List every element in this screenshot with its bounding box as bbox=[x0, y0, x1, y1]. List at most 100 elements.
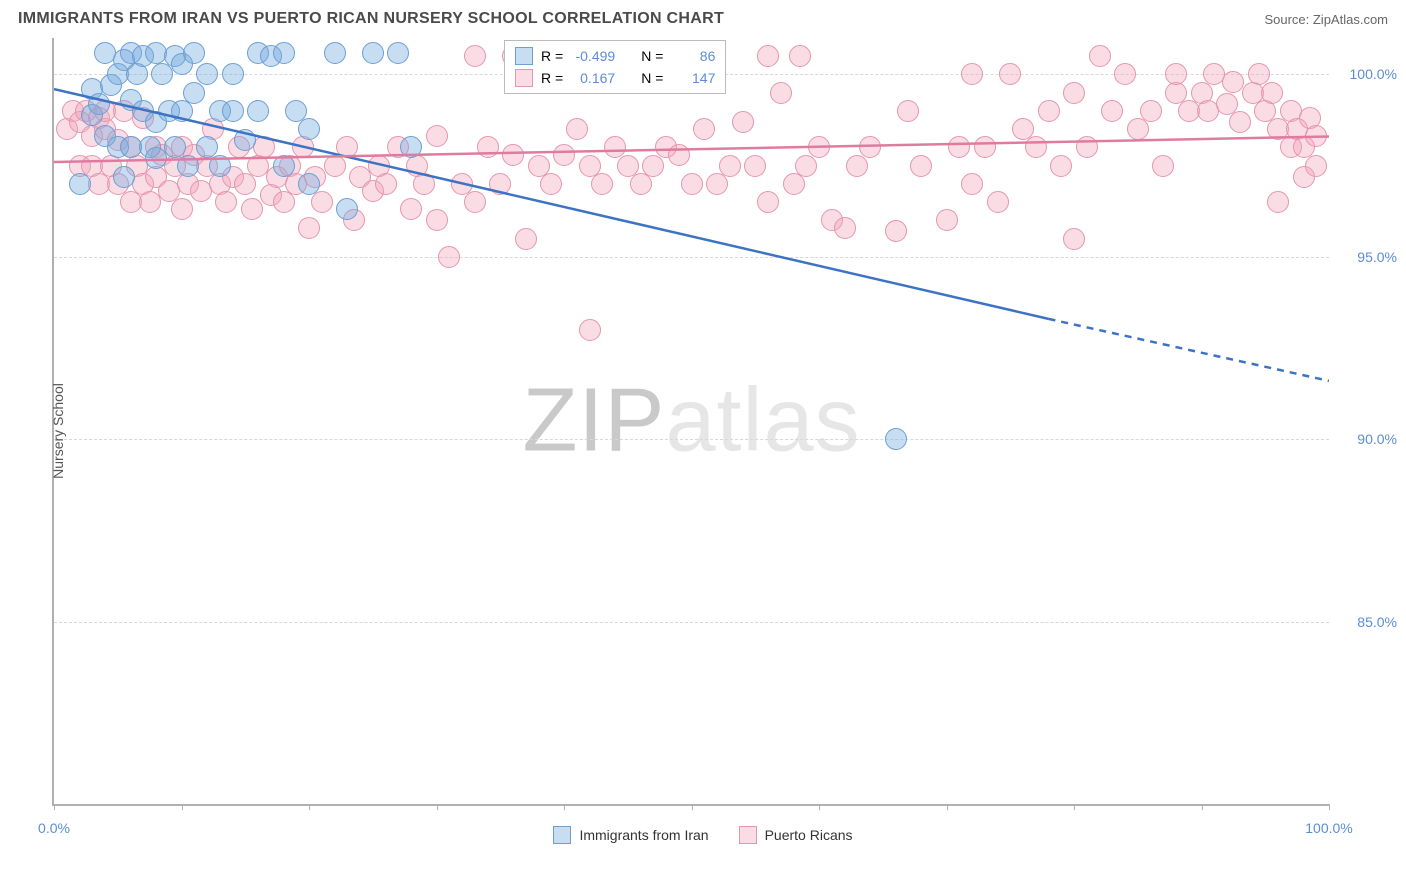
data-point-pr bbox=[464, 45, 486, 67]
x-tick bbox=[692, 804, 693, 810]
gridline bbox=[54, 257, 1329, 258]
data-point-pr bbox=[783, 173, 805, 195]
data-point-pr bbox=[999, 63, 1021, 85]
data-point-pr bbox=[1165, 63, 1187, 85]
data-point-pr bbox=[1140, 100, 1162, 122]
x-tick bbox=[1329, 804, 1330, 810]
data-point-pr bbox=[795, 155, 817, 177]
data-point-pr bbox=[1076, 136, 1098, 158]
data-point-iran bbox=[298, 173, 320, 195]
swatch-pr-icon bbox=[515, 69, 533, 87]
data-point-pr bbox=[1267, 191, 1289, 213]
data-point-pr bbox=[1152, 155, 1174, 177]
x-tick bbox=[1202, 804, 1203, 810]
x-tick bbox=[564, 804, 565, 810]
data-point-pr bbox=[540, 173, 562, 195]
data-point-pr bbox=[311, 191, 333, 213]
r-label: R = bbox=[541, 67, 563, 89]
data-point-pr bbox=[215, 191, 237, 213]
data-point-pr bbox=[732, 111, 754, 133]
data-point-pr bbox=[974, 136, 996, 158]
x-tick-label: 0.0% bbox=[38, 820, 70, 836]
x-tick bbox=[819, 804, 820, 810]
data-point-pr bbox=[642, 155, 664, 177]
data-point-pr bbox=[910, 155, 932, 177]
watermark: ZIPatlas bbox=[522, 370, 860, 473]
data-point-pr bbox=[1025, 136, 1047, 158]
data-point-pr bbox=[885, 220, 907, 242]
data-point-iran bbox=[209, 155, 231, 177]
data-point-pr bbox=[1089, 45, 1111, 67]
trend-line-iran-dashed bbox=[1049, 319, 1330, 381]
data-point-pr bbox=[579, 319, 601, 341]
data-point-pr bbox=[1305, 155, 1327, 177]
n-value: 147 bbox=[671, 67, 715, 89]
data-point-iran bbox=[273, 42, 295, 64]
data-point-iran bbox=[113, 166, 135, 188]
x-tick bbox=[182, 804, 183, 810]
bottom-legend-item-pr: Puerto Ricans bbox=[739, 826, 853, 844]
data-point-pr bbox=[1127, 118, 1149, 140]
data-point-iran bbox=[183, 42, 205, 64]
data-point-pr bbox=[719, 155, 741, 177]
y-tick-label: 90.0% bbox=[1357, 431, 1397, 447]
data-point-iran bbox=[183, 82, 205, 104]
data-point-pr bbox=[273, 191, 295, 213]
data-point-pr bbox=[324, 155, 346, 177]
r-value: -0.499 bbox=[571, 45, 615, 67]
data-point-pr bbox=[1063, 82, 1085, 104]
r-label: R = bbox=[541, 45, 563, 67]
legend-row-pr: R =0.167N =147 bbox=[515, 67, 715, 89]
data-point-pr bbox=[515, 228, 537, 250]
data-point-iran bbox=[171, 100, 193, 122]
y-axis-label: Nursery School bbox=[50, 383, 66, 479]
data-point-pr bbox=[502, 144, 524, 166]
data-point-iran bbox=[222, 63, 244, 85]
swatch-iran-icon bbox=[553, 826, 571, 844]
r-value: 0.167 bbox=[571, 67, 615, 89]
x-tick bbox=[309, 804, 310, 810]
series-label: Immigrants from Iran bbox=[579, 827, 708, 843]
data-point-iran bbox=[298, 118, 320, 140]
swatch-iran-icon bbox=[515, 47, 533, 65]
source-label: Source: ZipAtlas.com bbox=[1264, 12, 1388, 27]
data-point-pr bbox=[1050, 155, 1072, 177]
x-tick bbox=[947, 804, 948, 810]
swatch-pr-icon bbox=[739, 826, 757, 844]
scatter-chart: ZIPatlas 85.0%90.0%95.0%100.0%0.0%100.0%… bbox=[52, 38, 1329, 806]
data-point-pr bbox=[681, 173, 703, 195]
data-point-pr bbox=[757, 191, 779, 213]
x-tick-label: 100.0% bbox=[1305, 820, 1352, 836]
data-point-pr bbox=[171, 198, 193, 220]
data-point-pr bbox=[234, 173, 256, 195]
data-point-iran bbox=[387, 42, 409, 64]
data-point-iran bbox=[400, 136, 422, 158]
data-point-pr bbox=[241, 198, 263, 220]
data-point-iran bbox=[362, 42, 384, 64]
data-point-iran bbox=[247, 100, 269, 122]
data-point-iran bbox=[177, 155, 199, 177]
data-point-iran bbox=[88, 93, 110, 115]
data-point-pr bbox=[477, 136, 499, 158]
y-tick-label: 100.0% bbox=[1350, 66, 1397, 82]
x-tick bbox=[54, 804, 55, 810]
data-point-pr bbox=[1305, 125, 1327, 147]
data-point-pr bbox=[834, 217, 856, 239]
data-point-pr bbox=[591, 173, 613, 195]
bottom-legend-item-iran: Immigrants from Iran bbox=[553, 826, 708, 844]
n-label: N = bbox=[641, 45, 663, 67]
data-point-pr bbox=[1063, 228, 1085, 250]
n-value: 86 bbox=[671, 45, 715, 67]
data-point-pr bbox=[298, 217, 320, 239]
data-point-pr bbox=[757, 45, 779, 67]
data-point-pr bbox=[1038, 100, 1060, 122]
watermark-zip: ZIP bbox=[522, 371, 665, 471]
data-point-pr bbox=[846, 155, 868, 177]
data-point-iran bbox=[196, 63, 218, 85]
data-point-pr bbox=[400, 198, 422, 220]
data-point-pr bbox=[336, 136, 358, 158]
data-point-pr bbox=[489, 173, 511, 195]
data-point-pr bbox=[1261, 82, 1283, 104]
data-point-pr bbox=[553, 144, 575, 166]
data-point-pr bbox=[706, 173, 728, 195]
